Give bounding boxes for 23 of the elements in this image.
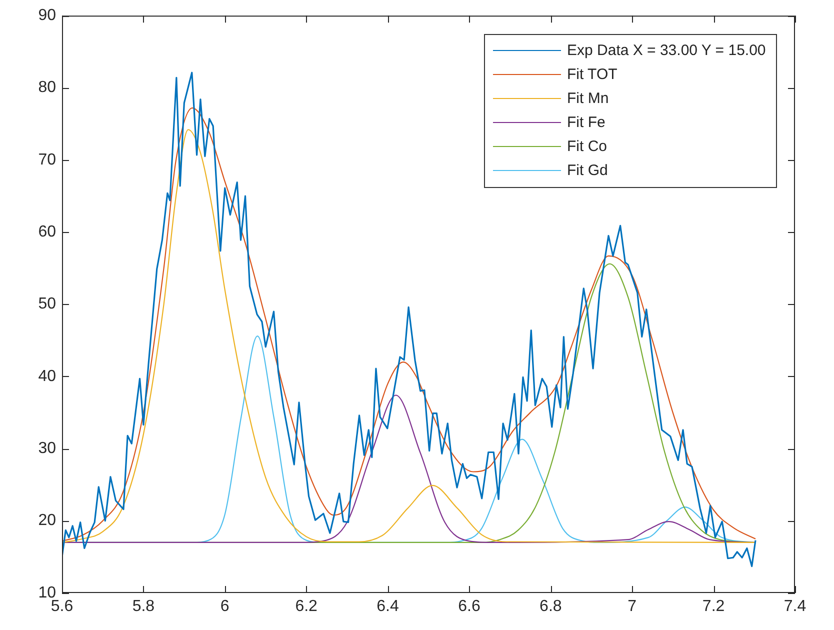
y-tick-label: 30 <box>38 440 56 458</box>
y-tick-label: 90 <box>38 7 56 24</box>
x-tick-label: 7.2 <box>702 598 725 616</box>
y-tick-label: 60 <box>38 224 56 241</box>
y-tick-label: 50 <box>38 296 56 313</box>
y-tick-label: 40 <box>38 368 56 385</box>
x-tick-label: 6.6 <box>458 598 480 616</box>
y-tick-label: 20 <box>38 512 56 530</box>
y-tick-label: 80 <box>38 79 56 96</box>
x-tick-label: 6.8 <box>540 598 562 616</box>
x-tick-label: 7.4 <box>784 598 806 616</box>
legend-label: Fit Mn <box>567 90 609 108</box>
x-tick-label: 5.8 <box>132 598 155 616</box>
x-tick-label: 6.4 <box>376 598 399 616</box>
y-tick-label: 70 <box>38 151 56 168</box>
x-tick-label: 7 <box>628 598 637 616</box>
legend-label: Fit TOT <box>567 66 618 84</box>
legend-label: Fit Gd <box>567 162 608 180</box>
legend-label: Fit Fe <box>567 114 606 132</box>
legend-label: Exp Data X = 33.00 Y = 15.00 <box>567 42 766 60</box>
x-tick-label: 6 <box>220 598 230 616</box>
legend-label: Fit Co <box>567 138 608 156</box>
x-tick-label: 6.2 <box>295 598 318 616</box>
